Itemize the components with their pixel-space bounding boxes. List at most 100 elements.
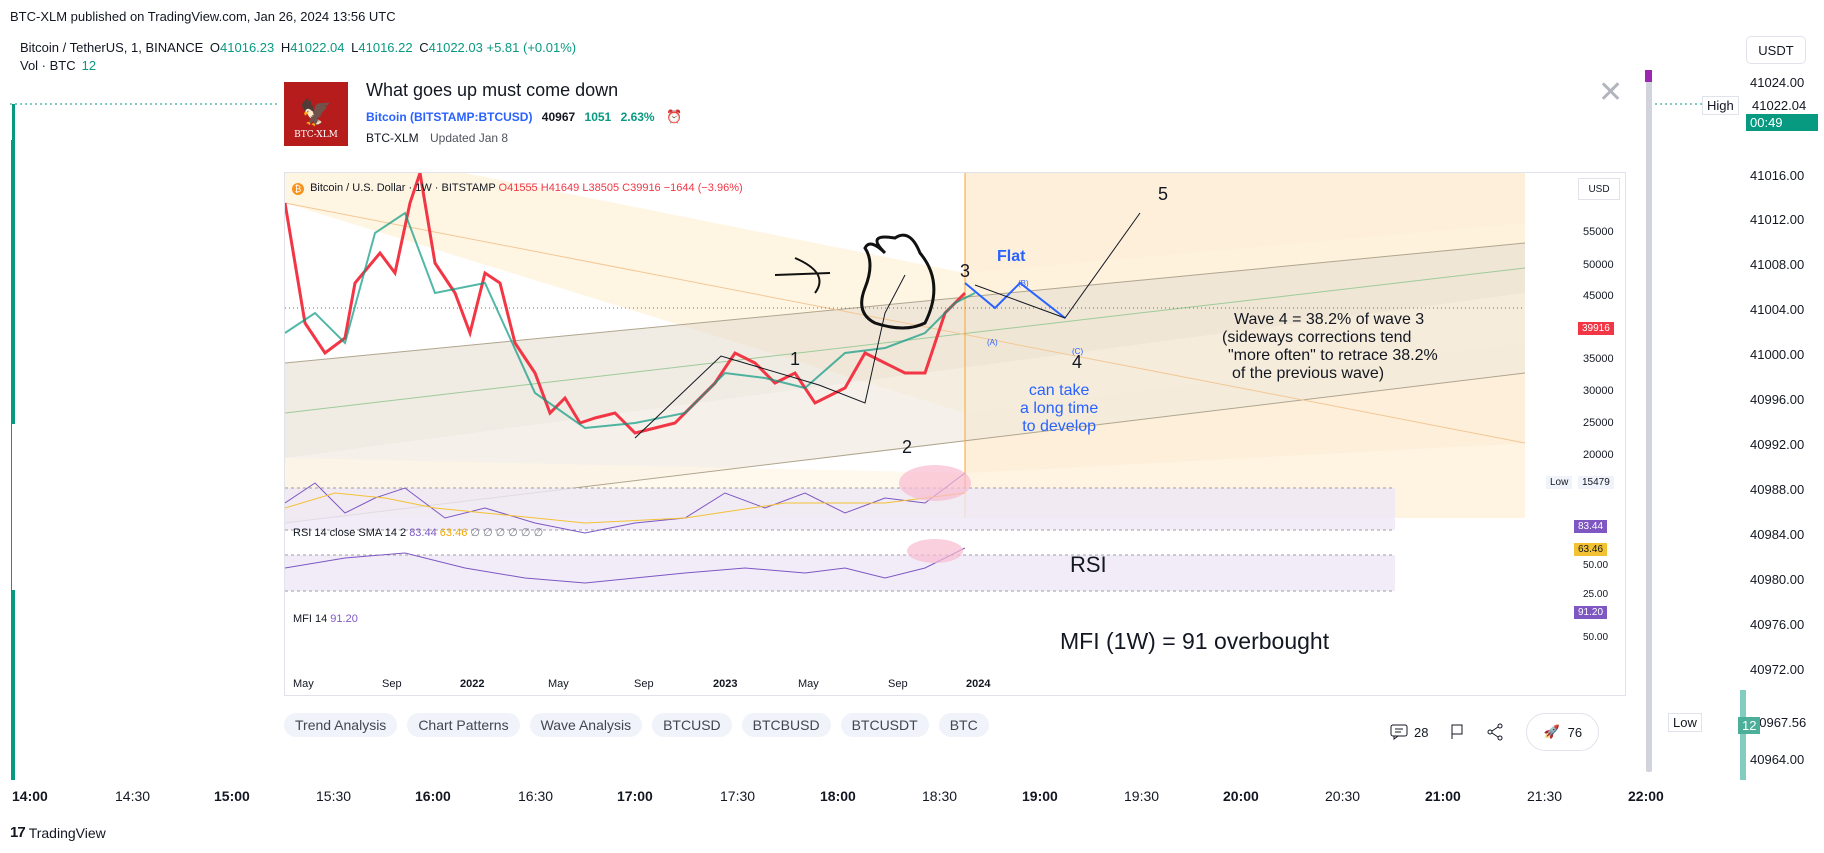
idea-tags: Trend Analysis Chart Patterns Wave Analy… bbox=[284, 713, 989, 737]
snapshot-y-tick: 55000 bbox=[1583, 226, 1614, 238]
time-tick: 14:30 bbox=[115, 788, 151, 804]
legend-low: 41016.22 bbox=[358, 40, 413, 55]
tag-btcusd[interactable]: BTCUSD bbox=[652, 713, 732, 737]
price-tick: 41016.00 bbox=[1750, 168, 1805, 183]
mfi-legend: MFI 14 91.20 bbox=[293, 613, 358, 625]
time-tick: 18:30 bbox=[922, 788, 958, 804]
wave-label-2: 2 bbox=[902, 437, 913, 457]
time-note-line: a long time bbox=[1020, 400, 1099, 417]
idea-symbol-ticker[interactable]: (BITSTAMP:BTCUSD) bbox=[410, 110, 533, 124]
snapshot-x-tick: May bbox=[798, 678, 819, 690]
sub-wave-a: (A) bbox=[987, 338, 998, 347]
price-tick: 40964.00 bbox=[1750, 752, 1805, 767]
price-tick: 41012.00 bbox=[1750, 212, 1805, 227]
time-tick: 16:00 bbox=[415, 788, 451, 804]
tag-wave-analysis[interactable]: Wave Analysis bbox=[529, 713, 643, 737]
card-scrollbar[interactable] bbox=[1646, 72, 1652, 772]
idea-actions: 28 🚀 76 bbox=[1390, 713, 1600, 751]
legend-symbol[interactable]: Bitcoin / TetherUS, 1, BINANCE bbox=[20, 40, 204, 55]
rsi-tick: 50.00 bbox=[1583, 560, 1609, 571]
boost-button[interactable]: 🚀 76 bbox=[1526, 713, 1600, 751]
wave4-note-line: Wave 4 = 38.2% of wave 3 bbox=[1234, 311, 1425, 328]
candle-wick-1 bbox=[11, 140, 12, 780]
wave4-note-line: (sideways corrections tend bbox=[1222, 329, 1412, 346]
flag-button[interactable] bbox=[1450, 724, 1464, 740]
time-tick: 19:30 bbox=[1124, 788, 1160, 804]
mfi-band bbox=[285, 555, 1395, 591]
rsi-empty-values: ∅ ∅ ∅ ∅ ∅ ∅ bbox=[470, 527, 544, 539]
time-axis[interactable]: 14:00 14:30 15:00 15:30 16:00 16:30 17:0… bbox=[0, 788, 1740, 808]
hand-arrow bbox=[774, 257, 831, 294]
mfi-legend-title: MFI 14 bbox=[293, 613, 328, 625]
snapshot-x-tick: 2022 bbox=[460, 678, 485, 690]
legend-change: +5.81 (+0.01%) bbox=[486, 40, 577, 55]
time-tick: 17:00 bbox=[617, 788, 653, 804]
share-icon bbox=[1487, 723, 1503, 741]
idea-updated: Updated Jan 8 bbox=[430, 131, 509, 145]
high-value: 41022.04 bbox=[1748, 97, 1811, 114]
sub-wave-c: (C) bbox=[1072, 347, 1084, 356]
volume-value: 12 bbox=[81, 58, 97, 73]
price-tick: 40984.00 bbox=[1750, 527, 1805, 542]
time-tick: 21:30 bbox=[1527, 788, 1563, 804]
volume-badge: 12 bbox=[1738, 717, 1761, 734]
mfi-badge: 91.20 bbox=[1574, 606, 1608, 619]
price-axis[interactable]: 41024.00 41016.00 41012.00 41008.00 4100… bbox=[1668, 60, 1824, 780]
tag-chart-patterns[interactable]: Chart Patterns bbox=[407, 713, 520, 737]
wave4-note-line: of the previous wave) bbox=[1232, 365, 1385, 382]
snapshot-x-tick: Sep bbox=[382, 678, 402, 690]
snapshot-low-value: 15479 bbox=[1578, 476, 1614, 489]
time-tick: 17:30 bbox=[720, 788, 756, 804]
share-button[interactable] bbox=[1486, 723, 1504, 741]
comments-button[interactable]: 28 bbox=[1390, 724, 1428, 740]
card-scroll-thumb[interactable] bbox=[1645, 70, 1652, 82]
close-icon[interactable]: ✕ bbox=[1598, 76, 1624, 109]
idea-price: 40967 bbox=[541, 110, 576, 124]
pitchfork-channel-upper bbox=[285, 243, 1525, 458]
time-note-line: to develop bbox=[1022, 418, 1097, 435]
wave-label-4: 4 bbox=[1072, 352, 1083, 372]
thumbnail-text: BTC-XLM bbox=[294, 130, 338, 140]
snapshot-x-tick: May bbox=[548, 678, 569, 690]
tag-btcbusd[interactable]: BTCBUSD bbox=[741, 713, 831, 737]
flag-icon bbox=[1451, 724, 1463, 739]
price-tick: 40980.00 bbox=[1750, 572, 1805, 587]
wave-label-1: 1 bbox=[790, 349, 801, 369]
wave-label-5: 5 bbox=[1158, 184, 1169, 204]
time-tick: 20:00 bbox=[1223, 788, 1259, 804]
idea-title[interactable]: What goes up must come down bbox=[366, 80, 619, 100]
alert-clock-icon[interactable]: ⏰ bbox=[665, 109, 683, 124]
tradingview-mark-icon: 17 bbox=[10, 824, 26, 841]
mfi-tick: 50.00 bbox=[1583, 632, 1609, 643]
boost-count: 76 bbox=[1567, 724, 1583, 740]
volume-label[interactable]: Vol · BTC bbox=[20, 58, 76, 73]
snapshot-svg bbox=[285, 173, 1526, 592]
snapshot-legend: ₿ Bitcoin / U.S. Dollar · 1W · BITSTAMP … bbox=[292, 182, 743, 195]
time-tick: 16:30 bbox=[518, 788, 554, 804]
comment-icon bbox=[1390, 724, 1408, 740]
idea-symbol-name[interactable]: Bitcoin bbox=[366, 110, 407, 124]
tag-btcusdt[interactable]: BTCUSDT bbox=[840, 713, 929, 737]
legend-l-label: L bbox=[351, 40, 359, 55]
channel-line-1 bbox=[285, 242, 1526, 364]
idea-author[interactable]: BTC-XLM bbox=[366, 131, 419, 145]
snapshot-x-tick: Sep bbox=[634, 678, 654, 690]
rsi-tick: 25.00 bbox=[1583, 589, 1609, 600]
time-tick: 22:00 bbox=[1628, 788, 1664, 804]
idea-snapshot-chart[interactable] bbox=[284, 172, 1626, 696]
legend-open: 41016.23 bbox=[220, 40, 275, 55]
legend-h-label: H bbox=[280, 40, 291, 55]
author-thumbnail[interactable]: 🦅 BTC-XLM bbox=[284, 82, 348, 146]
eagle-icon: 🦅 bbox=[299, 98, 333, 128]
tag-btc[interactable]: BTC bbox=[938, 713, 989, 737]
candle-bar-2 bbox=[12, 590, 15, 780]
price-tick: 41004.00 bbox=[1750, 302, 1805, 317]
tradingview-logo[interactable]: 17 TradingView bbox=[10, 824, 106, 841]
currency-button[interactable]: USDT bbox=[1746, 36, 1806, 64]
mfi-highlight bbox=[907, 539, 963, 563]
time-tick: 15:30 bbox=[316, 788, 352, 804]
price-tick: 40972.00 bbox=[1750, 662, 1805, 677]
idea-symbol-row: Bitcoin (BITSTAMP:BTCUSD) 40967 1051 2.6… bbox=[366, 109, 682, 125]
time-tick: 20:30 bbox=[1325, 788, 1361, 804]
tag-trend-analysis[interactable]: Trend Analysis bbox=[284, 713, 398, 737]
